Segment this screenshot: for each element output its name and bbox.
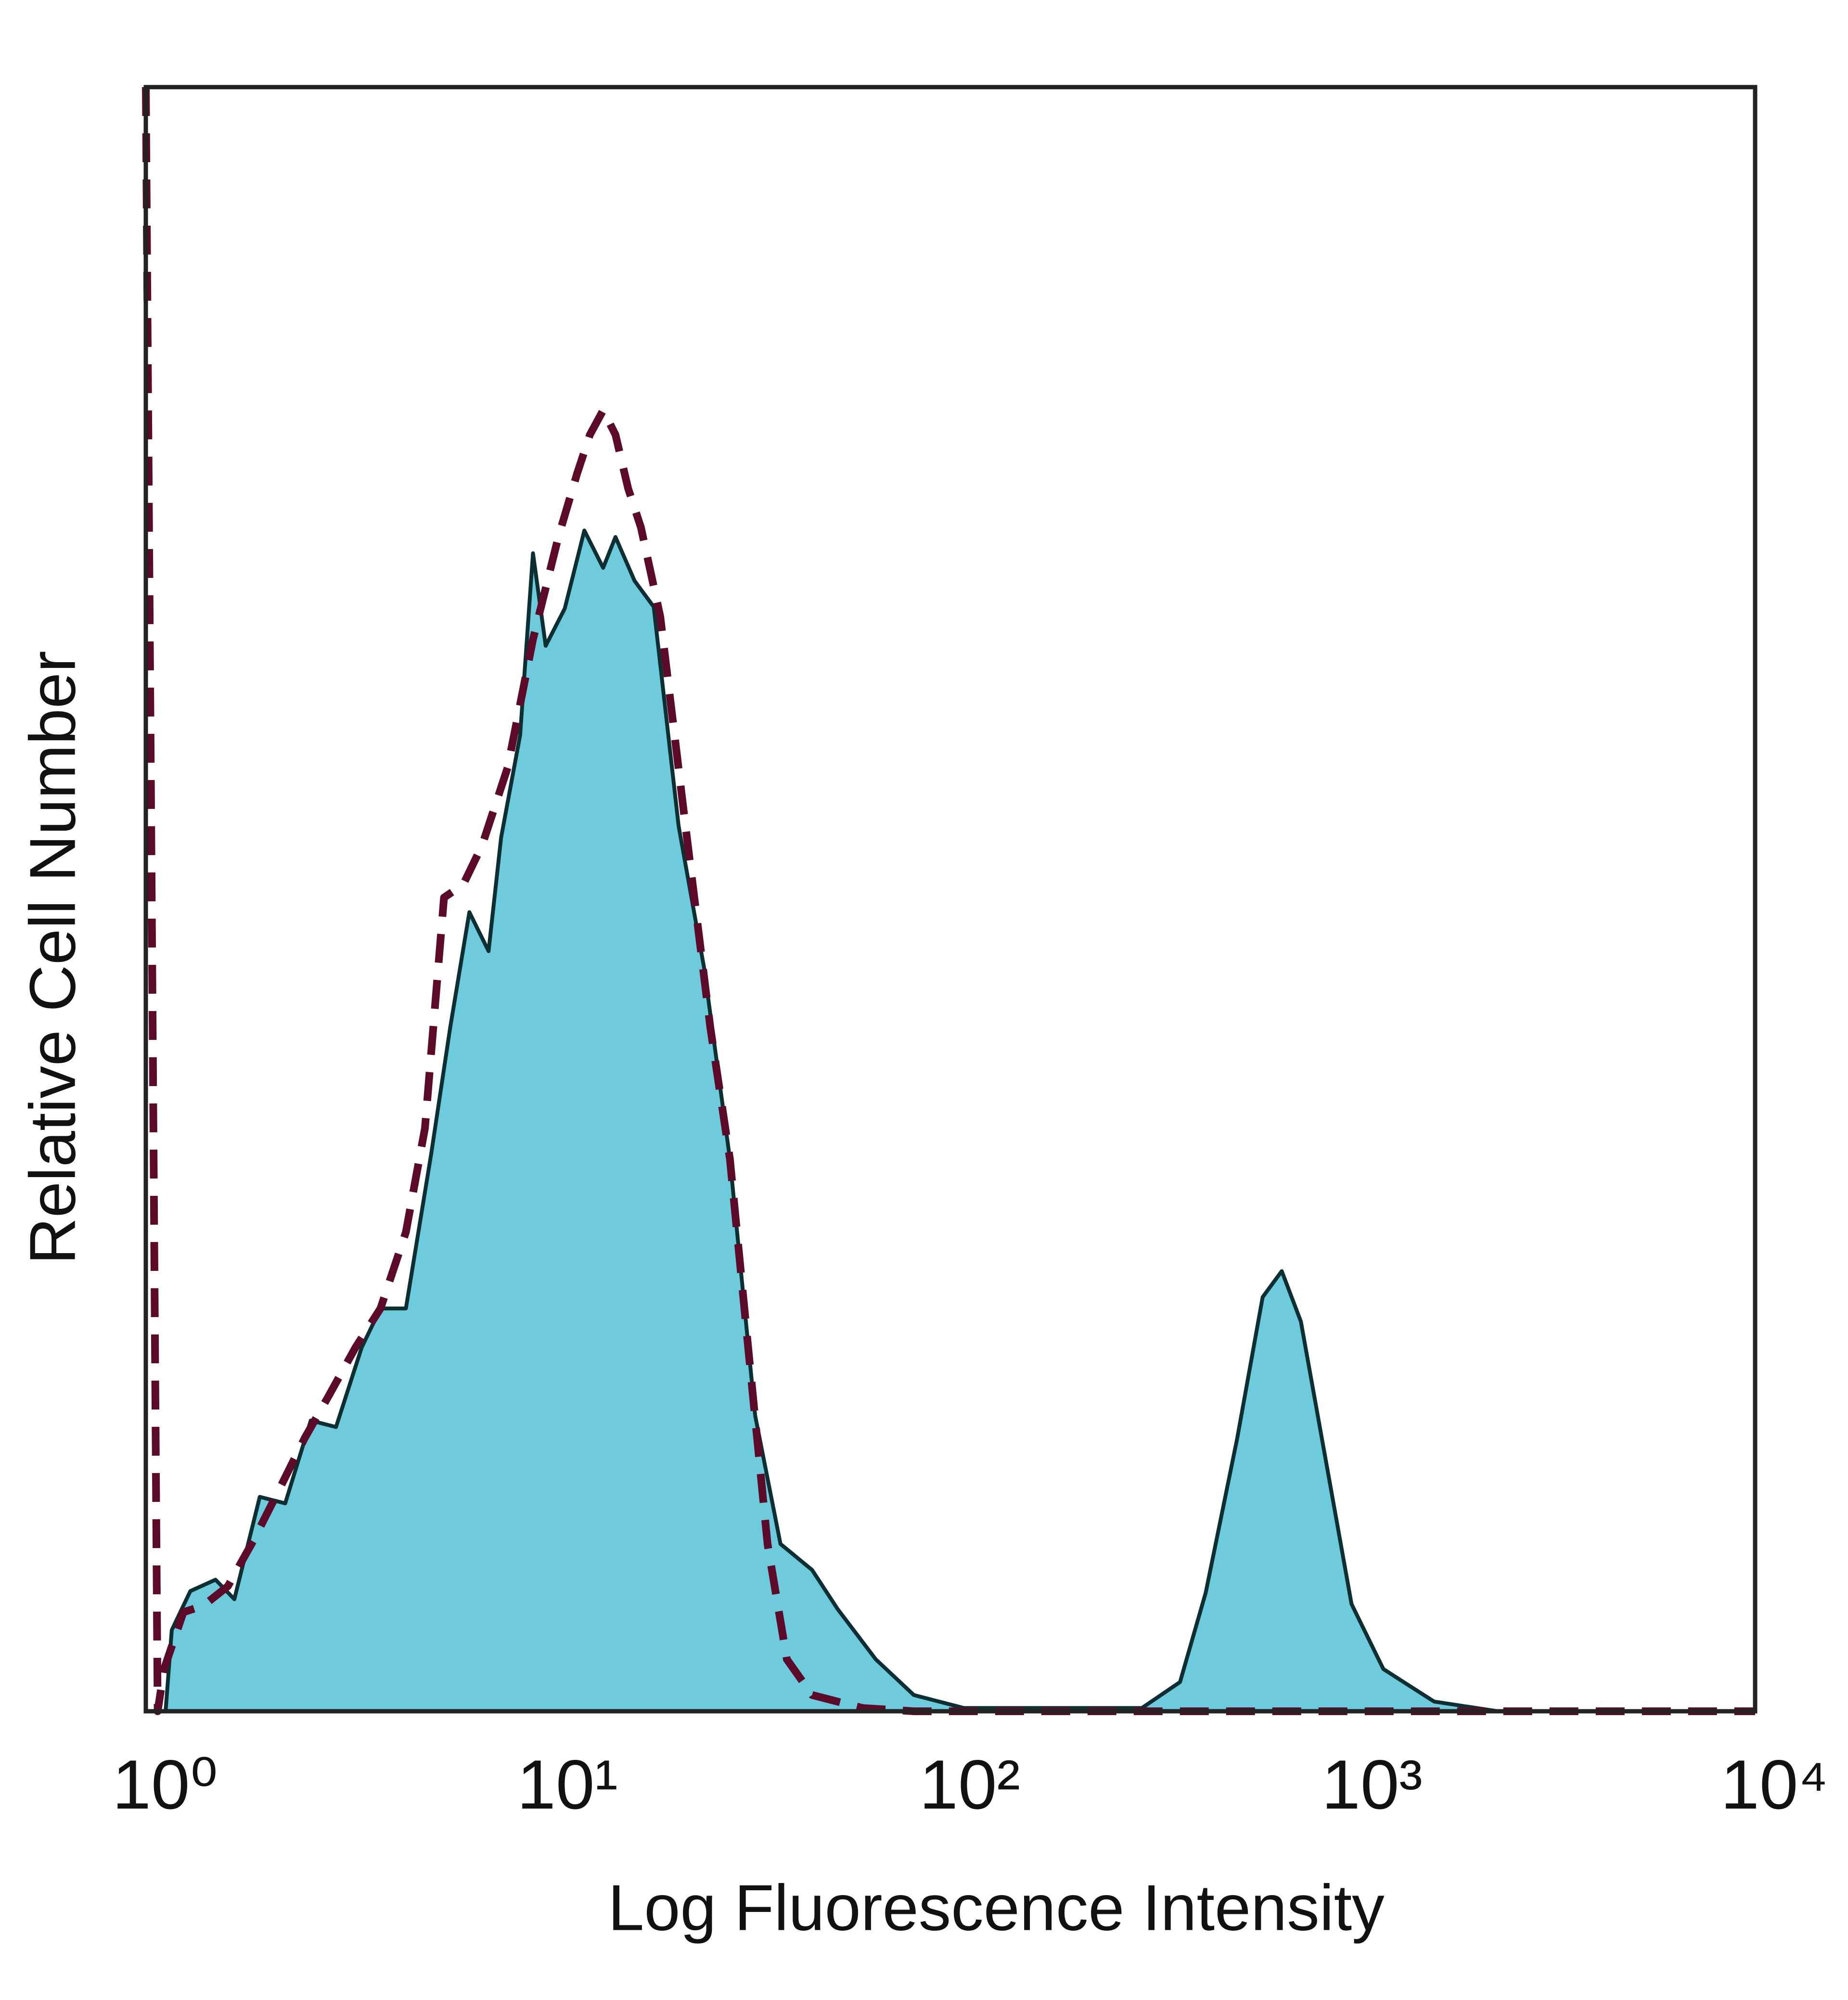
histogram-line bbox=[142, 87, 1755, 1715]
x-tick-label: 10³ bbox=[1322, 1745, 1423, 1823]
x-tick-label: 10⁰ bbox=[112, 1745, 218, 1823]
histogram-area bbox=[166, 530, 1755, 1712]
plot-frame bbox=[143, 85, 1758, 1714]
x-tick-label: 10⁴ bbox=[1720, 1745, 1828, 1823]
x-tick-label: 10² bbox=[919, 1745, 1020, 1823]
x-axis-label: Log Fluorescence Intensity bbox=[608, 1872, 1385, 1944]
y-axis-label: Relative Cell Number bbox=[16, 651, 89, 1264]
histogram-outline bbox=[164, 528, 1755, 1713]
x-tick-label: 10¹ bbox=[517, 1745, 618, 1823]
